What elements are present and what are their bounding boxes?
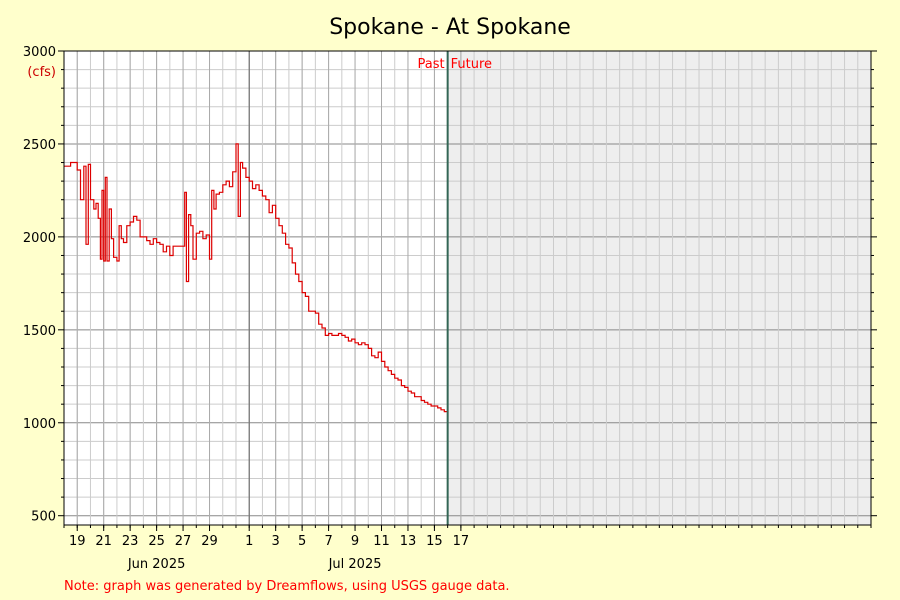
past-label: Past [418,57,445,72]
chart-title: Spokane - At Spokane [329,15,571,40]
series-group [64,143,449,414]
y-tick-label: 500 [31,510,56,525]
x-tick-label: 25 [148,534,165,549]
x-month-label: Jun 2025 [127,557,186,572]
y-unit-label: (cfs) [27,65,56,80]
x-tick-label: 9 [351,534,359,549]
x-tick-label: 15 [426,534,443,549]
x-tick-label: 17 [453,534,470,549]
series-line [64,143,449,414]
x-tick-label: 23 [122,534,139,549]
x-tick-label: 11 [373,534,390,549]
x-tick-label: 29 [201,534,218,549]
y-tick-label: 3000 [23,45,56,60]
y-tick-label: 1500 [23,324,56,339]
x-tick-label: 7 [324,534,332,549]
future-label: Future [451,57,492,72]
x-tick-label: 13 [400,534,417,549]
y-tick-label: 2500 [23,138,56,153]
y-tick-label: 1000 [23,417,56,432]
footnote: Note: graph was generated by Dreamflows,… [64,579,510,594]
x-tick-label: 1 [245,534,253,549]
plot-border [63,50,872,526]
x-tick-label: 27 [175,534,192,549]
x-tick-label: 3 [272,534,280,549]
x-month-label: Jul 2025 [328,557,382,572]
y-tick-label: 2000 [23,231,56,246]
x-tick-label: 5 [298,534,306,549]
y-axis: 500 1000 1500 2000 2500 3000 [23,45,877,525]
x-tick-label: 21 [95,534,112,549]
x-tick-label: 19 [69,534,86,549]
